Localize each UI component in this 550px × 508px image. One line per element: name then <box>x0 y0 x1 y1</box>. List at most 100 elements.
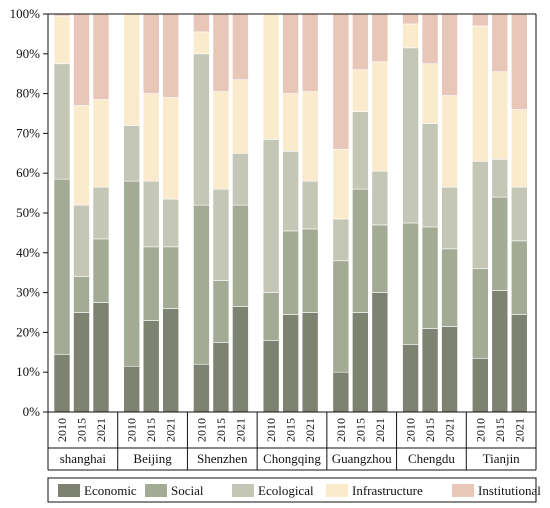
bar-segment <box>92 13 110 100</box>
bar-segment <box>232 153 249 206</box>
y-tick-label: 0% <box>23 404 41 419</box>
bar-segment <box>282 314 299 413</box>
bar-segment <box>352 111 369 190</box>
legend-label: Institutional <box>478 483 541 498</box>
year-tick-label: 2021 <box>303 418 317 442</box>
legend-swatch <box>58 484 80 497</box>
bar-segment <box>301 228 319 313</box>
city-label: Beijing <box>133 451 172 466</box>
bar-segment <box>441 248 458 327</box>
legend-label: Infrastructure <box>352 483 423 498</box>
year-tick-label: 2015 <box>284 418 298 442</box>
bar-segment <box>371 61 389 172</box>
year-tick-label: 2021 <box>512 418 526 442</box>
bar-segment <box>371 224 389 293</box>
bar-segment <box>92 186 110 240</box>
bar-segment <box>92 99 110 188</box>
y-tick-label: 40% <box>16 245 40 260</box>
bar-segment <box>193 13 210 33</box>
year-tick-label: 2015 <box>423 418 437 442</box>
y-tick-label: 70% <box>16 125 40 140</box>
bar-segment <box>142 180 160 248</box>
bar-segment <box>193 31 210 55</box>
bar-segment <box>92 238 110 303</box>
y-tick-label: 10% <box>16 364 40 379</box>
city-label: Chongqing <box>263 451 321 466</box>
bar-segment <box>193 363 210 413</box>
legend-label: Social <box>171 483 204 498</box>
bar-segment <box>262 292 280 341</box>
bar-segment <box>491 71 509 160</box>
bar-segment <box>491 13 509 73</box>
bar-segment <box>53 353 71 413</box>
bar-segment <box>441 95 458 188</box>
bar-segment <box>332 260 350 373</box>
bar-segment <box>53 178 71 355</box>
bar-segment <box>212 188 230 281</box>
bar-segment <box>142 93 160 182</box>
bar-segment <box>262 340 280 413</box>
bar-segment <box>491 196 509 291</box>
bar-segment <box>402 13 419 25</box>
bar-segment <box>421 328 439 413</box>
bar-segment <box>193 53 210 206</box>
bar-segment <box>371 170 389 226</box>
bar-segment <box>123 13 141 126</box>
y-tick-label: 80% <box>16 86 40 101</box>
year-tick-label: 2021 <box>94 418 108 442</box>
bar-segment <box>73 204 90 277</box>
bar-segment <box>332 149 350 220</box>
bar-segment <box>371 13 389 63</box>
bar-segment <box>332 218 350 262</box>
bar-segment <box>441 186 458 250</box>
bar-segment <box>402 344 419 413</box>
bar-segment <box>73 276 90 313</box>
y-tick-label: 20% <box>16 324 40 339</box>
bar-segment <box>510 240 528 315</box>
bar-segment <box>421 123 439 228</box>
year-tick-label: 2010 <box>194 418 208 442</box>
bar-segment <box>162 13 180 98</box>
y-tick-label: 50% <box>16 205 40 220</box>
bar-segment <box>402 23 419 49</box>
city-label: Chengdu <box>408 451 455 466</box>
legend-label: Ecological <box>258 483 314 498</box>
bar-segment <box>142 13 160 94</box>
bar-segment <box>92 302 110 413</box>
bar-segment <box>332 13 350 150</box>
bar-segment <box>212 280 230 343</box>
bar-segment <box>123 365 141 413</box>
bar-segment <box>441 326 458 413</box>
year-tick-label: 2010 <box>125 418 139 442</box>
bar-segment <box>510 186 528 242</box>
bar-segment <box>352 13 369 71</box>
bar-segment <box>162 198 180 248</box>
bar-segment <box>193 204 210 365</box>
bar-segment <box>282 230 299 315</box>
bar-segment <box>421 13 439 65</box>
legend-swatch <box>145 484 167 497</box>
city-label: Tianjin <box>483 451 521 466</box>
bar-segment <box>262 13 280 140</box>
bar-segment <box>371 292 389 413</box>
bar-segment <box>73 13 90 106</box>
year-tick-label: 2015 <box>75 418 89 442</box>
bar-segment <box>212 91 230 190</box>
bar-segment <box>352 69 369 112</box>
bar-segment <box>471 160 489 270</box>
bar-segment <box>301 91 319 182</box>
year-tick-label: 2010 <box>404 418 418 442</box>
bar-segment <box>301 312 319 413</box>
bar-segment <box>332 371 350 413</box>
bar-segment <box>162 97 180 200</box>
bar-segment <box>232 306 249 413</box>
bar-segment <box>123 180 141 367</box>
bar-segment <box>73 105 90 206</box>
city-label: shanghai <box>60 451 107 466</box>
plot-area: 0% 10% 20% 30% 40% 50% 60% 70% 80% 90% 100% 2010 201… <box>10 6 537 471</box>
bar-segment <box>162 246 180 309</box>
bar-segment <box>402 222 419 345</box>
bar-segment <box>491 158 509 198</box>
year-tick-label: 2015 <box>493 418 507 442</box>
bar-segment <box>471 25 489 162</box>
